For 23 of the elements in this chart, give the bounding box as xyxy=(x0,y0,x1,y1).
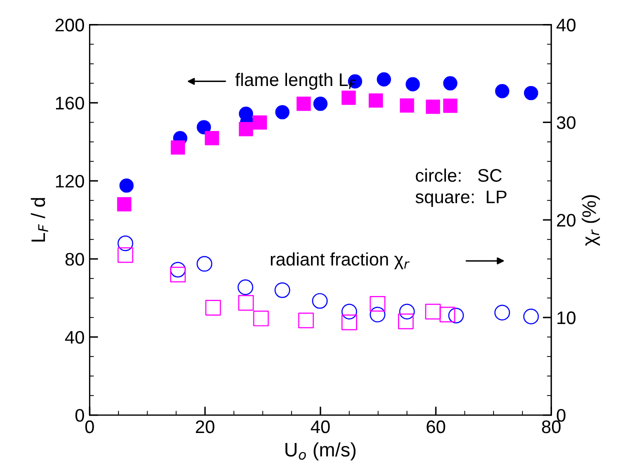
y2-axis-title: χ$_{r}$ (%) xyxy=(582,195,600,246)
y2-tick-label: 10 xyxy=(557,311,576,324)
x-tick-label: 20 xyxy=(196,420,214,434)
annotation: flame length L$_{F}$ xyxy=(235,72,356,90)
y-tick-label: 120 xyxy=(56,174,84,188)
y2-tick-label: 20 xyxy=(557,214,576,227)
annotation: square: LP xyxy=(416,190,506,207)
y-axis-title: L$_{F}$ / d xyxy=(30,198,48,242)
annotation: circle: SC xyxy=(416,168,502,182)
y2-tick-label: 0 xyxy=(556,409,566,422)
y-tick-label: 200 xyxy=(56,18,84,32)
y-tick-label: 40 xyxy=(65,330,84,344)
x-tick-label: 80 xyxy=(542,420,561,434)
y2-tick-label: 40 xyxy=(556,18,576,32)
x-axis-title: U$_{o}$ (m/s) xyxy=(285,442,356,460)
x-tick-label: 0 xyxy=(85,420,94,434)
x-tick-label: 40 xyxy=(310,420,330,434)
annotation: radiant fraction χ$_{r}$ xyxy=(270,252,410,270)
y-tick-label: 80 xyxy=(65,252,84,266)
x-tick-label: 60 xyxy=(426,420,446,434)
y-tick-label: 0 xyxy=(75,409,84,422)
y2-tick-label: 30 xyxy=(556,116,576,130)
y-tick-label: 160 xyxy=(56,96,84,110)
